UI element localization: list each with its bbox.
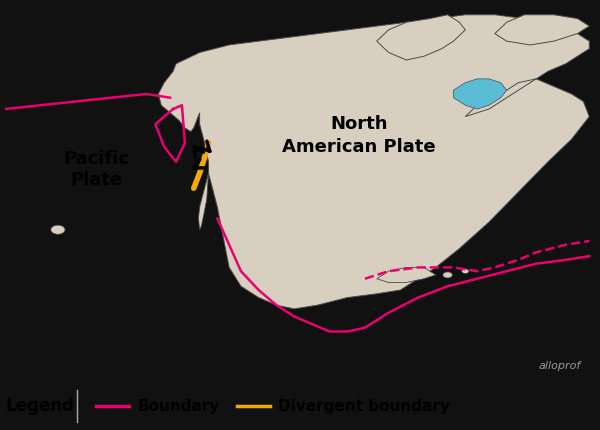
Circle shape bbox=[462, 269, 469, 273]
Polygon shape bbox=[495, 15, 589, 45]
Text: Boundary: Boundary bbox=[137, 399, 220, 414]
Circle shape bbox=[51, 225, 65, 234]
Polygon shape bbox=[454, 79, 506, 109]
Text: alloprof: alloprof bbox=[538, 361, 580, 371]
Text: Legend: Legend bbox=[5, 397, 74, 415]
Polygon shape bbox=[199, 173, 208, 230]
Polygon shape bbox=[377, 267, 436, 283]
Polygon shape bbox=[158, 15, 589, 309]
Polygon shape bbox=[377, 15, 466, 60]
Circle shape bbox=[443, 272, 452, 278]
Text: North
American Plate: North American Plate bbox=[282, 115, 436, 156]
Text: Divergent boundary: Divergent boundary bbox=[278, 399, 450, 414]
Text: Pacific
Plate: Pacific Plate bbox=[64, 150, 130, 189]
